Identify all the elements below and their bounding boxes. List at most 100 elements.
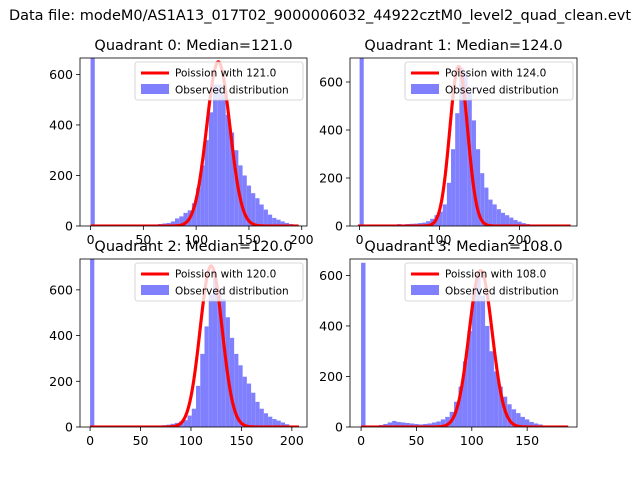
x-tick-label: 100 — [428, 232, 452, 247]
hist-bar — [234, 150, 239, 226]
legend-line-label: Poission with 120.0 — [175, 269, 276, 281]
hist-bar — [511, 409, 517, 427]
hist-bar — [500, 212, 506, 226]
hist-bar — [251, 392, 256, 427]
x-tick-label: 50 — [135, 232, 151, 247]
x-tick-label: 0 — [356, 232, 364, 247]
hist-bar — [208, 112, 214, 226]
hist-bar — [90, 259, 95, 427]
legend-hist-label: Observed distribution — [445, 286, 559, 298]
hist-bar — [238, 365, 243, 427]
hist-bar — [212, 278, 218, 427]
hist-bar — [170, 221, 176, 226]
hist-bar — [458, 386, 463, 427]
hist-bar — [272, 419, 277, 427]
subplot-title: Quadrant 2: Median=120.0 — [94, 239, 292, 255]
axes-frame — [79, 57, 308, 227]
y-tick-label: 0 — [65, 219, 73, 234]
hist-bar — [509, 217, 514, 226]
hist-bar — [361, 262, 366, 427]
y-tick-label: 400 — [49, 117, 73, 132]
hist-bar — [427, 423, 432, 427]
x-tick-label: 100 — [460, 433, 484, 448]
hist-bar — [476, 275, 481, 427]
hist-bar — [187, 415, 192, 427]
legend-hist-label: Observed distribution — [175, 286, 289, 298]
hist-bar — [517, 221, 522, 226]
y-tick-label: 0 — [335, 420, 343, 435]
hist-bar — [255, 198, 260, 226]
hist-bar — [204, 140, 209, 226]
legend: Poission with 108.0 Observed distribution — [404, 262, 574, 302]
hist-bar — [200, 165, 205, 226]
legend-box — [404, 262, 574, 302]
hist-bar — [505, 215, 510, 226]
legend-hist-swatch — [411, 84, 439, 94]
hist-bar — [90, 58, 95, 226]
axes-frame — [79, 258, 308, 428]
x-tick-label: 50 — [408, 433, 424, 448]
legend-hist-label: Observed distribution — [175, 85, 289, 97]
figure-suptitle: Data file: modeM0/AS1A13_017T02_90000060… — [8, 8, 632, 24]
y-tick-label: 400 — [319, 318, 343, 333]
hist-bar — [213, 84, 218, 226]
hist-bar — [179, 216, 184, 226]
subplot-title: Quadrant 0: Median=121.0 — [94, 38, 292, 54]
hist-bar — [175, 218, 180, 226]
hist-bar — [520, 416, 525, 427]
x-tick-label: 150 — [229, 433, 253, 448]
hist-bar — [280, 221, 285, 226]
hist-bar — [263, 209, 268, 226]
x-tick-label: 50 — [133, 433, 149, 448]
hist-bar — [246, 383, 252, 427]
y-tick-label: 200 — [49, 374, 73, 389]
y-tick-label: 600 — [49, 67, 73, 82]
hist-bar — [440, 419, 446, 427]
poisson-curve-core — [90, 264, 299, 427]
hist-bar — [183, 212, 188, 226]
hist-bar — [496, 209, 501, 226]
x-tick-label: 150 — [515, 433, 539, 448]
hist-bar — [459, 67, 464, 226]
hist-bar — [392, 420, 397, 427]
hist-bar — [498, 386, 503, 427]
poisson-curve-core — [361, 268, 569, 427]
hist-bar — [259, 204, 264, 226]
hist-bar — [463, 72, 468, 226]
hist-bar — [191, 203, 197, 226]
hist-bar — [246, 185, 252, 226]
y-tick-label: 200 — [319, 171, 343, 186]
y-tick-label: 400 — [49, 328, 73, 343]
hist-bar — [467, 331, 472, 427]
hist-bar — [446, 182, 452, 226]
hist-bar — [438, 211, 443, 226]
hist-bar — [276, 219, 281, 226]
axes-frame — [349, 258, 578, 428]
hist-bar — [524, 419, 530, 427]
subplot-title: Quadrant 1: Median=124.0 — [364, 38, 562, 54]
hist-bar — [280, 422, 286, 427]
y-tick-label: 0 — [65, 420, 73, 435]
x-tick-label: 100 — [179, 433, 203, 448]
y-tick-label: 200 — [319, 369, 343, 384]
hist-bar — [493, 371, 499, 427]
hist-bar — [268, 416, 273, 427]
subplot-quadrant-0: 0 50 100 150 200 0 200 400 600 Quadrant 0: Median… — [49, 38, 314, 247]
legend-box — [404, 61, 574, 101]
hist-bar — [513, 220, 518, 226]
x-tick-label: 150 — [237, 232, 261, 247]
hist-bar — [229, 337, 235, 427]
legend-hist-label: Observed distribution — [445, 85, 559, 97]
subplot-quadrant-1: 0 100 200 0 200 400 600 Quadrant 1: Median=124.… — [319, 38, 578, 247]
hist-bar — [533, 423, 539, 427]
y-tick-label: 400 — [319, 123, 343, 138]
x-tick-label: 100 — [184, 232, 208, 247]
y-tick-label: 200 — [49, 168, 73, 183]
hist-bar — [204, 326, 209, 427]
hist-bar — [267, 214, 273, 226]
x-tick-label: 200 — [290, 232, 314, 247]
legend-line-label: Poission with 121.0 — [175, 68, 276, 80]
hist-bar — [516, 413, 521, 427]
hist-bar — [431, 422, 437, 427]
